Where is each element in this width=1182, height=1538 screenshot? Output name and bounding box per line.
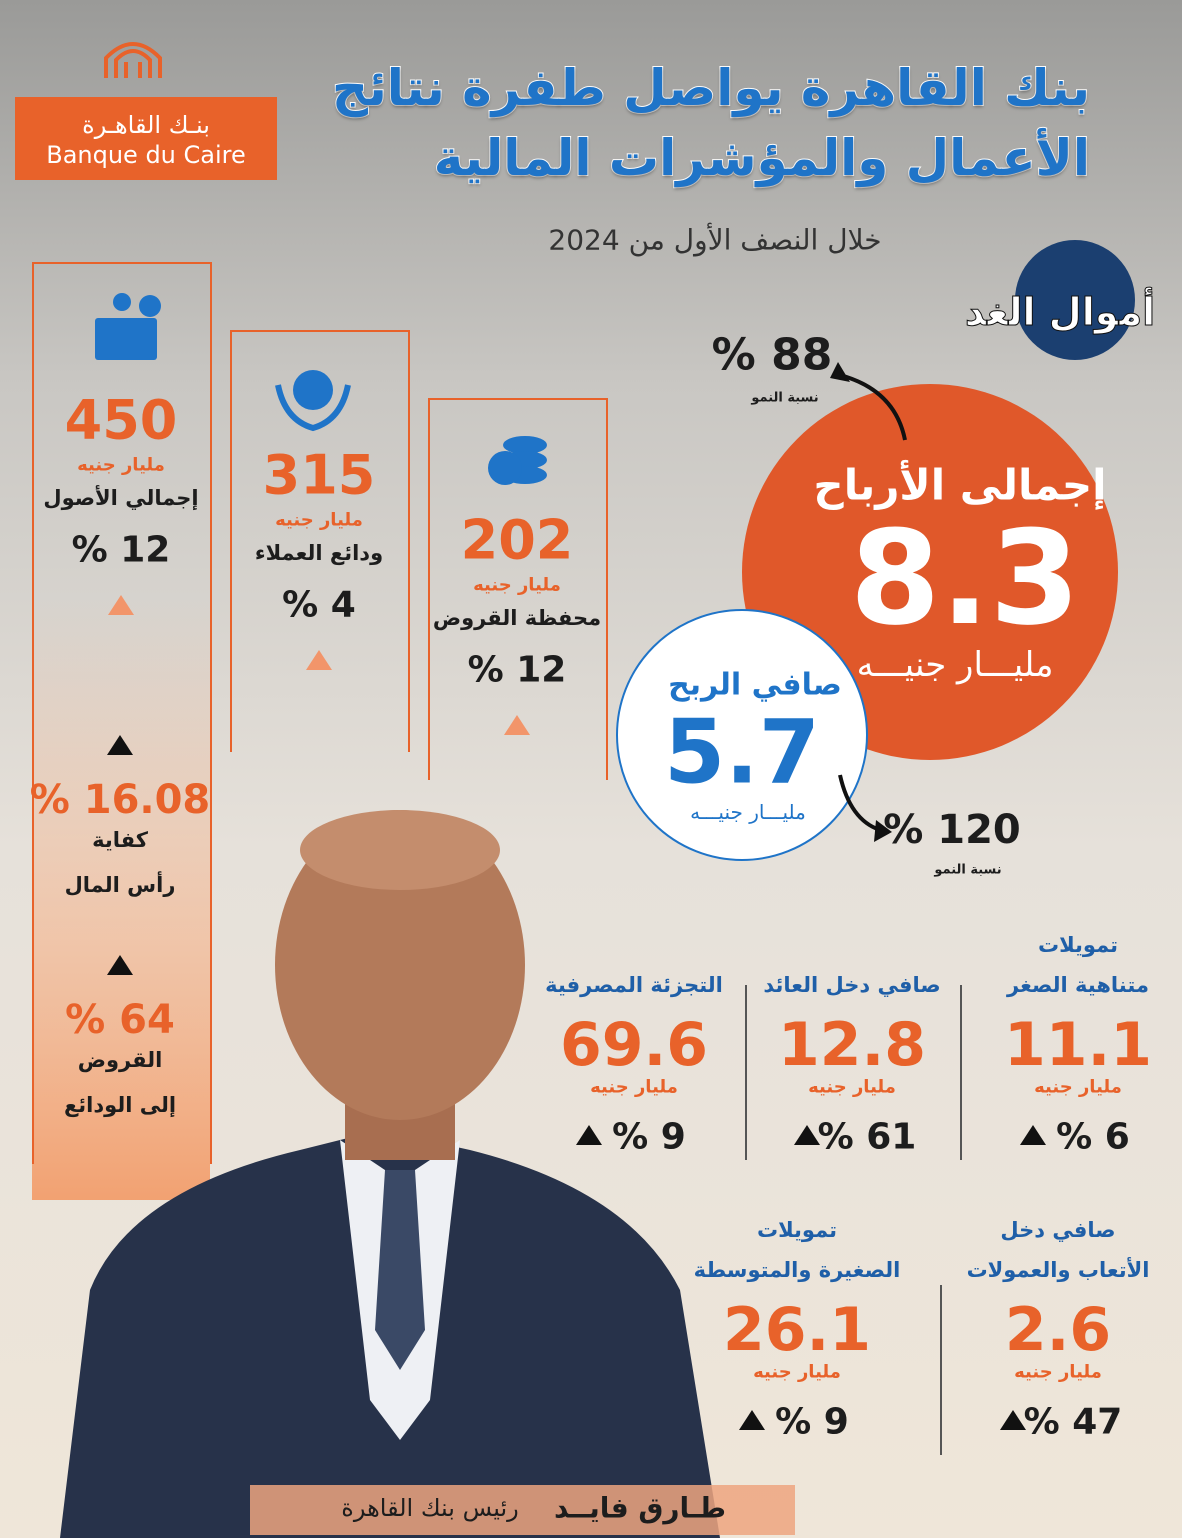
separator [745,985,747,1160]
metric-value: 69.6 [559,1010,709,1080]
ratio-label: رأس المال [64,873,176,897]
ratio-label: القروض [77,1048,163,1072]
portrait [60,810,720,1538]
metric-label: تمويلات [1037,933,1119,957]
title: الأعمال والمؤشرات المالية [433,128,1091,188]
net-growth-label: نسبة النمو [934,862,1002,878]
up-triangle [108,595,134,615]
icon-assets [95,293,161,360]
metric-unit: مليار جنيه [808,1076,896,1098]
up-triangle [107,955,133,975]
column-unit: مليار جنيه [77,454,165,476]
metric-label: الصغيرة والمتوسطة [693,1258,901,1282]
icon-deposits [275,370,351,432]
up-triangle [107,735,133,755]
column-fill [32,600,210,1200]
up-triangle [1020,1125,1046,1145]
metric-growth: 9 % [612,1116,686,1158]
separator [960,985,962,1160]
metric-growth: 61 % [817,1116,917,1158]
net-value: 5.7 [664,700,820,804]
up-triangle [1000,1410,1026,1430]
column-growth: 12 % [71,529,171,571]
arrow-head [830,362,850,382]
column-box [32,262,212,1164]
role: رئيس بنك القاهرة [341,1494,519,1522]
profit-growth-label: نسبة النمو [751,390,819,406]
separator [940,1285,942,1455]
metric-label: الأتعاب والعمولات [966,1258,1150,1282]
title: بنك القاهرة يواصل طفرة نتائج [331,58,1091,118]
metric-label: التجزئة المصرفية [545,973,723,997]
arrow-head [874,820,892,842]
column-unit: مليار جنيه [275,509,363,531]
name: طـارق فايــد [553,1491,727,1525]
column-value: 315 [262,443,376,507]
logo-ar: بنـك القاهـرة [82,111,210,139]
column-box [428,398,608,780]
ratio-value: 64 % [65,997,175,1043]
metric-label: صافي دخل [1000,1218,1116,1242]
net-unit: مليـــار جنيـــه [690,800,806,824]
logo-icon [104,42,162,78]
logo-fr: Banque du Caire [46,141,246,169]
metric-growth: 9 % [775,1401,849,1443]
column-growth: 12 % [467,649,567,691]
metric-label: متناهية الصغر [1007,973,1149,997]
arrow [838,774,881,832]
ratio-label: إلى الودائع [63,1093,177,1117]
metric-label: تمويلات [756,1218,838,1242]
column-value: 202 [460,508,574,572]
net-circle [616,609,868,861]
metric-value: 12.8 [777,1010,927,1080]
metric-unit: مليار جنيه [753,1361,841,1383]
up-triangle [504,715,530,735]
metric-growth: 47 % [1023,1401,1123,1443]
profit-growth: 88 % [711,329,833,381]
ratio-label: كفاية [92,828,148,852]
up-triangle [576,1125,602,1145]
metric-unit: مليار جنيه [1014,1361,1102,1383]
column-label: ودائع العملاء [254,541,384,565]
name-bar [250,1485,795,1535]
metric-value: 26.1 [722,1295,872,1365]
up-triangle [794,1125,820,1145]
ratio-value: 16.08 % [29,777,211,823]
column-box [230,330,410,752]
column-unit: مليار جنيه [473,574,561,596]
profit-value: 8.3 [849,502,1081,654]
arrow [839,373,907,441]
logo-box [15,97,277,180]
metric-growth: 6 % [1056,1116,1130,1158]
net-growth: 120 % [883,807,1021,853]
net-label: صافي الربح [668,667,842,703]
icon-loans [488,436,547,485]
up-triangle [306,650,332,670]
column-value: 450 [64,388,178,452]
metric-label: صافي دخل العائد [763,973,941,997]
profit-label: إجمالى الأرباح [813,460,1107,510]
column-growth: 4 % [282,584,356,626]
up-triangle [739,1410,765,1430]
subtitle: خلال النصف الأول من 2024 [548,223,882,257]
brand: أموال الغد [964,290,1156,335]
column-label: محفظة القروض [432,606,602,630]
metric-value: 2.6 [1004,1295,1112,1365]
profit-unit: مليـــار جنيـــه [856,645,1054,685]
metric-unit: مليار جنيه [1034,1076,1122,1098]
metric-unit: مليار جنيه [590,1076,678,1098]
metric-value: 11.1 [1003,1010,1153,1080]
column-label: إجمالي الأصول [43,486,199,510]
brand-badge [1015,240,1135,360]
